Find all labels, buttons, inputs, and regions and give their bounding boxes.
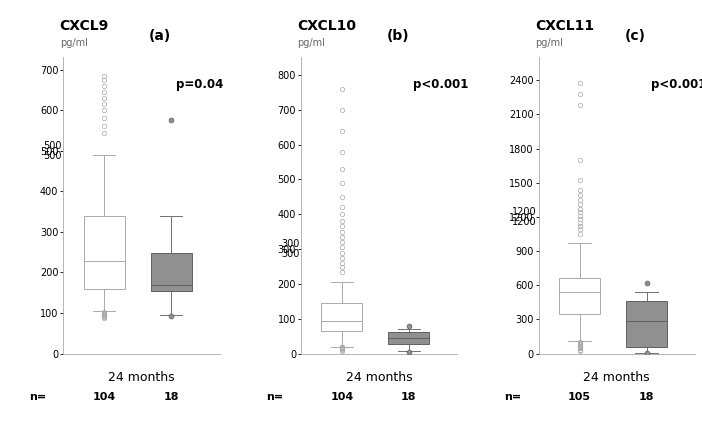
Text: CXCL9: CXCL9 <box>60 19 109 33</box>
Text: n=: n= <box>504 392 522 402</box>
Text: (b): (b) <box>387 29 409 42</box>
Bar <box>559 278 600 314</box>
Text: 24 months: 24 months <box>108 371 175 385</box>
Text: 104: 104 <box>330 392 354 402</box>
Text: 24 months: 24 months <box>583 371 650 385</box>
Text: pg/ml: pg/ml <box>298 38 325 48</box>
Text: (c): (c) <box>625 29 646 42</box>
Text: pg/ml: pg/ml <box>60 38 88 48</box>
Bar <box>388 332 430 344</box>
Text: p<0.001: p<0.001 <box>413 78 469 91</box>
Bar <box>626 301 667 347</box>
Text: 104: 104 <box>93 392 116 402</box>
Text: n=: n= <box>29 392 46 402</box>
Text: 1200: 1200 <box>512 217 537 227</box>
Text: 300: 300 <box>281 249 299 259</box>
Bar <box>322 303 362 331</box>
Text: 500: 500 <box>43 141 62 151</box>
Text: 18: 18 <box>639 392 654 402</box>
Text: n=: n= <box>267 392 284 402</box>
Text: CXCL10: CXCL10 <box>298 19 357 33</box>
Text: 18: 18 <box>401 392 416 402</box>
Text: 24 months: 24 months <box>346 371 412 385</box>
Text: (a): (a) <box>149 29 171 42</box>
Text: 300: 300 <box>281 239 299 249</box>
Text: p<0.001: p<0.001 <box>651 78 702 91</box>
Text: pg/ml: pg/ml <box>535 38 563 48</box>
Text: p=0.04: p=0.04 <box>176 78 223 91</box>
Bar <box>151 253 192 291</box>
Bar <box>84 216 125 289</box>
Text: 105: 105 <box>568 392 591 402</box>
Text: 1200: 1200 <box>512 207 537 217</box>
Text: 18: 18 <box>164 392 179 402</box>
Text: 500: 500 <box>43 151 62 161</box>
Text: CXCL11: CXCL11 <box>535 19 594 33</box>
